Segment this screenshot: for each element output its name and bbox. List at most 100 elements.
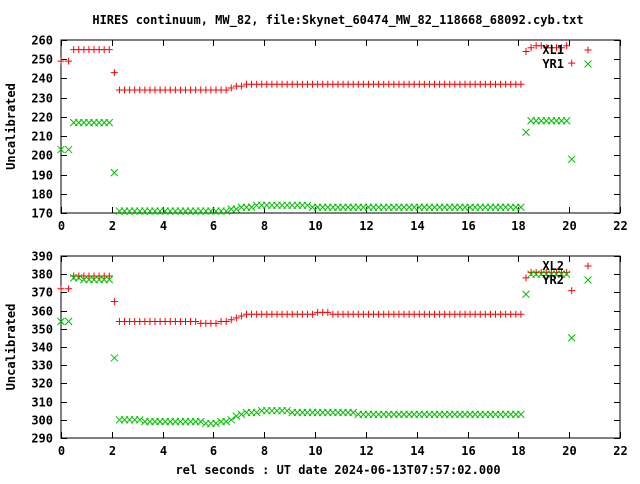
data-point: [568, 287, 576, 295]
y-tick-label: 240: [31, 72, 53, 86]
data-point: [522, 48, 530, 56]
y-tick-label: 260: [31, 34, 53, 48]
data-point: [222, 207, 231, 215]
x-tick-label: 8: [261, 444, 268, 458]
y-tick-label: 330: [31, 359, 53, 373]
y-tick-label: 310: [31, 396, 53, 410]
y-tick-label: 200: [31, 149, 53, 163]
y-tick-label: 220: [31, 111, 53, 125]
x-tick-label: 16: [461, 444, 475, 458]
x-tick-label: 8: [261, 219, 268, 233]
data-point: [212, 419, 220, 428]
legend-marker: [584, 60, 592, 68]
data-point: [527, 44, 535, 52]
x-tick-label: 4: [160, 444, 167, 458]
x-tick-label: 2: [109, 444, 116, 458]
x-tick-label: 12: [359, 219, 373, 233]
data-point: [192, 318, 200, 326]
series-xl2: [57, 268, 576, 327]
y-tick-label: 370: [31, 286, 53, 300]
x-axis-label: rel seconds : UT date 2024-06-13T07:57:0…: [175, 463, 500, 477]
y-tick-label: 360: [31, 305, 53, 319]
x-tick-label: 2: [109, 219, 116, 233]
x-tick-label: 4: [160, 219, 167, 233]
x-tick-label: 0: [58, 219, 65, 233]
x-tick-label: 16: [461, 219, 475, 233]
data-point: [232, 205, 241, 214]
y-tick-label: 180: [31, 188, 53, 202]
data-point: [522, 290, 530, 299]
legend-label: YR2: [542, 273, 564, 287]
chart-panel-2: 290 300 310 320 330 340 350 360 370 380 390 0 2 4 6 8 10…: [4, 250, 628, 459]
data-point: [105, 272, 113, 280]
plot-frame: [60, 255, 621, 439]
data-point: [562, 116, 571, 125]
y-tick-label: 190: [31, 169, 53, 183]
data-point: [222, 86, 230, 94]
data-point: [57, 285, 65, 293]
y-tick-label: 320: [31, 377, 53, 391]
y-tick-label: 380: [31, 268, 53, 282]
data-point: [64, 317, 73, 326]
data-point: [232, 412, 241, 421]
y-axis-label: Uncalibrated: [4, 304, 18, 391]
y-tick-label: 250: [31, 53, 53, 67]
data-point: [309, 310, 317, 318]
data-point: [237, 82, 245, 90]
data-point: [222, 318, 230, 326]
data-point: [232, 314, 240, 322]
series-yr1: [57, 116, 576, 215]
data-point: [349, 408, 358, 417]
data-point: [517, 410, 525, 419]
data-point: [212, 319, 220, 327]
x-tick-label: 22: [613, 219, 627, 233]
data-point: [110, 298, 118, 305]
data-point: [222, 417, 231, 426]
data-point: [65, 285, 73, 293]
legend-label: XL2: [542, 259, 564, 273]
data-point: [522, 274, 530, 282]
data-point: [568, 59, 576, 67]
data-point: [105, 46, 113, 54]
y-tick-label: 290: [31, 432, 53, 446]
data-point: [237, 410, 246, 419]
data-point: [110, 69, 118, 77]
data-point: [57, 57, 65, 65]
x-tick-label: 12: [359, 444, 373, 458]
data-point: [517, 203, 525, 212]
data-point: [105, 118, 114, 127]
x-tick-label: 22: [613, 444, 627, 458]
data-point: [567, 155, 576, 164]
data-point: [105, 275, 114, 284]
data-point: [227, 84, 235, 92]
data-point: [110, 354, 119, 362]
x-tick-label: 20: [562, 444, 576, 458]
legend-label: XL1: [542, 43, 564, 57]
data-point: [247, 203, 256, 212]
legend-marker: [584, 46, 592, 54]
x-tick-label: 14: [410, 219, 424, 233]
data-point: [252, 408, 261, 417]
data-point: [517, 80, 525, 88]
data-point: [283, 406, 291, 415]
data-point: [74, 273, 83, 282]
series-yr2: [57, 270, 576, 428]
data-point: [562, 270, 571, 279]
data-point: [522, 128, 530, 137]
y-tick-label: 340: [31, 341, 53, 355]
data-point: [324, 308, 332, 316]
x-tick-label: 10: [308, 219, 322, 233]
data-point: [57, 317, 65, 326]
x-tick-label: 0: [58, 444, 65, 458]
x-tick-label: 6: [210, 219, 217, 233]
data-point: [227, 316, 235, 324]
data-point: [517, 310, 525, 318]
x-tick-label: 18: [511, 219, 525, 233]
x-tick-label: 14: [410, 444, 424, 458]
data-point: [237, 312, 245, 320]
y-tick-label: 210: [31, 130, 53, 144]
plot-frame: [60, 39, 621, 214]
x-tick-label: 6: [210, 444, 217, 458]
